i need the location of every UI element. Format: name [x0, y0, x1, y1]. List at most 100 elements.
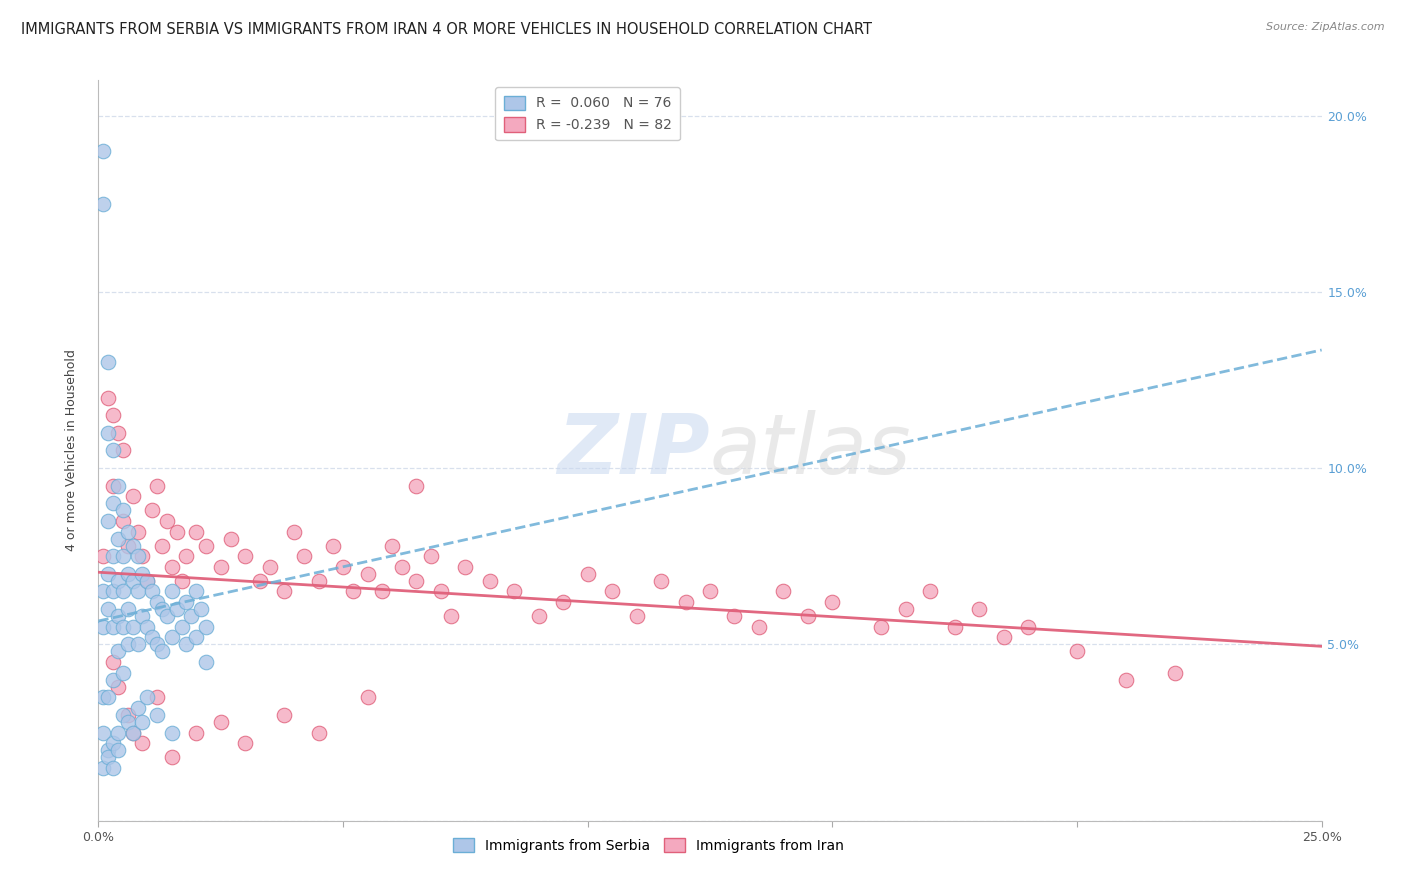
Point	[943, 620, 966, 634]
Point	[107, 743, 129, 757]
Point	[156, 609, 179, 624]
Point	[111, 665, 134, 680]
Point	[440, 609, 463, 624]
Point	[870, 620, 893, 634]
Point	[101, 655, 124, 669]
Point	[136, 620, 159, 634]
Point	[186, 725, 208, 739]
Point	[600, 584, 623, 599]
Point	[356, 690, 378, 705]
Point	[121, 725, 143, 739]
Legend: Immigrants from Serbia, Immigrants from Iran: Immigrants from Serbia, Immigrants from …	[449, 832, 849, 858]
Point	[146, 707, 169, 722]
Point	[1164, 665, 1187, 680]
Point	[91, 725, 114, 739]
Point	[97, 514, 120, 528]
Point	[160, 559, 183, 574]
Point	[405, 479, 427, 493]
Point	[131, 549, 153, 564]
Point	[107, 574, 129, 588]
Point	[176, 549, 198, 564]
Point	[186, 524, 208, 539]
Point	[273, 707, 295, 722]
Point	[553, 595, 575, 609]
Point	[117, 539, 139, 553]
Point	[160, 630, 183, 644]
Point	[127, 524, 149, 539]
Point	[111, 584, 134, 599]
Text: ZIP: ZIP	[557, 410, 710, 491]
Point	[131, 736, 153, 750]
Point	[111, 549, 134, 564]
Point	[91, 549, 114, 564]
Point	[150, 539, 173, 553]
Point	[117, 637, 139, 651]
Point	[259, 559, 281, 574]
Point	[332, 559, 354, 574]
Point	[371, 584, 394, 599]
Point	[626, 609, 648, 624]
Point	[136, 574, 159, 588]
Point	[160, 725, 183, 739]
Point	[283, 524, 305, 539]
Point	[91, 620, 114, 634]
Point	[127, 701, 149, 715]
Point	[772, 584, 794, 599]
Point	[107, 425, 129, 440]
Point	[141, 584, 163, 599]
Text: atlas: atlas	[710, 410, 911, 491]
Point	[166, 524, 188, 539]
Point	[478, 574, 501, 588]
Point	[233, 736, 256, 750]
Point	[176, 595, 198, 609]
Point	[121, 574, 143, 588]
Point	[894, 602, 917, 616]
Point	[101, 496, 124, 510]
Point	[160, 584, 183, 599]
Point	[101, 479, 124, 493]
Point	[356, 566, 378, 581]
Point	[101, 761, 124, 775]
Point	[97, 391, 120, 405]
Point	[127, 584, 149, 599]
Point	[308, 725, 330, 739]
Point	[97, 750, 120, 764]
Point	[308, 574, 330, 588]
Point	[101, 673, 124, 687]
Point	[186, 630, 208, 644]
Point	[186, 584, 208, 599]
Point	[107, 644, 129, 658]
Point	[527, 609, 550, 624]
Point	[146, 690, 169, 705]
Point	[166, 602, 188, 616]
Point	[150, 644, 173, 658]
Point	[170, 574, 193, 588]
Point	[576, 566, 599, 581]
Point	[111, 443, 134, 458]
Point	[107, 479, 129, 493]
Point	[1066, 644, 1088, 658]
Point	[391, 559, 413, 574]
Point	[141, 630, 163, 644]
Point	[209, 714, 232, 729]
Point	[699, 584, 721, 599]
Point	[322, 539, 344, 553]
Point	[131, 566, 153, 581]
Point	[821, 595, 844, 609]
Point	[967, 602, 990, 616]
Point	[117, 707, 139, 722]
Point	[107, 532, 129, 546]
Point	[170, 620, 193, 634]
Text: IMMIGRANTS FROM SERBIA VS IMMIGRANTS FROM IRAN 4 OR MORE VEHICLES IN HOUSEHOLD C: IMMIGRANTS FROM SERBIA VS IMMIGRANTS FRO…	[21, 22, 872, 37]
Point	[97, 743, 120, 757]
Point	[405, 574, 427, 588]
Point	[131, 609, 153, 624]
Point	[249, 574, 271, 588]
Point	[195, 620, 218, 634]
Point	[91, 584, 114, 599]
Point	[273, 584, 295, 599]
Point	[420, 549, 443, 564]
Point	[117, 714, 139, 729]
Point	[195, 655, 218, 669]
Point	[675, 595, 697, 609]
